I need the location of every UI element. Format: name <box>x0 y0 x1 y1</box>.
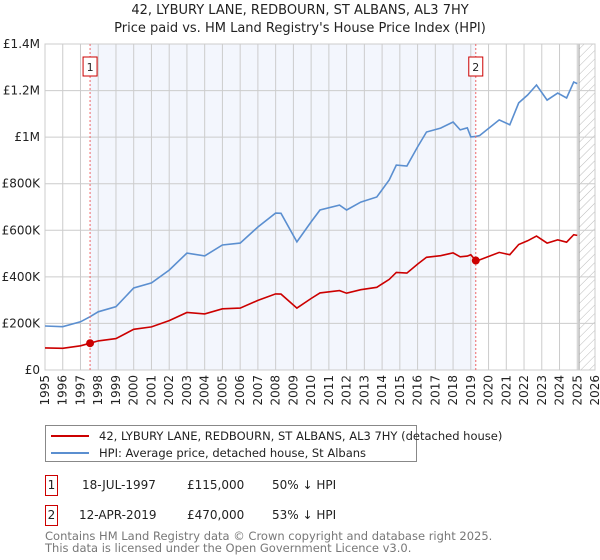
x-tick-label: 2015 <box>393 375 407 406</box>
sale-point <box>471 256 480 265</box>
transaction-price: £115,000 <box>187 478 245 492</box>
transaction-marker: 1 <box>45 475 58 496</box>
chart-title: 42, LYBURY LANE, REDBOURN, ST ALBANS, AL… <box>131 3 469 18</box>
transaction-date: 18-JUL-1997 <box>82 478 156 492</box>
transaction-price: £470,000 <box>187 508 245 522</box>
x-tick-label: 2000 <box>127 375 141 406</box>
x-tick-label: 2007 <box>251 375 265 406</box>
x-tick-label: 2006 <box>233 375 247 406</box>
price-paid-line <box>44 233 578 350</box>
chart-subtitle: Price paid vs. HM Land Registry's House … <box>114 21 486 36</box>
future-hatch-area <box>579 44 595 370</box>
sale-label: 1 <box>87 61 94 74</box>
sale-label: 2 <box>472 61 479 74</box>
legend-item-price-paid: 42, LYBURY LANE, REDBOURN, ST ALBANS, AL… <box>51 428 502 444</box>
y-tick-label: £200K <box>2 316 42 330</box>
transaction-marker: 2 <box>45 505 58 526</box>
legend-item-hpi: HPI: Average price, detached house, St A… <box>51 445 366 461</box>
x-tick-label: 2013 <box>357 375 371 406</box>
sale-label-box <box>468 56 484 77</box>
x-tick-label: 2026 <box>588 375 600 406</box>
x-tick-label: 2002 <box>162 375 176 406</box>
x-tick-label: 2023 <box>535 375 549 406</box>
x-tick-label: 2019 <box>464 375 478 406</box>
transaction-date: 12-APR-2019 <box>79 508 157 522</box>
transaction-hpi-diff: 53% ↓ HPI <box>272 508 337 522</box>
x-tick-label: 2017 <box>428 375 442 406</box>
x-tick-label: 2016 <box>411 375 425 406</box>
y-tick-label: £1.4M <box>3 37 40 51</box>
ownership-period-shading <box>90 44 476 370</box>
x-tick-label: 2005 <box>215 375 229 406</box>
footer-line: Contains HM Land Registry data © Crown c… <box>45 529 493 543</box>
y-tick-label: £800K <box>2 177 42 191</box>
y-tick-label: £1M <box>14 130 40 144</box>
transaction-hpi-diff: 50% ↓ HPI <box>272 478 337 492</box>
y-tick-label: £0 <box>25 363 40 377</box>
x-tick-label: 2001 <box>144 375 158 406</box>
x-tick-label: 2020 <box>482 375 496 406</box>
legend-label: HPI: Average price, detached house, St A… <box>99 446 367 460</box>
x-tick-label: 1999 <box>109 375 123 406</box>
transaction-row: 1 18-JUL-1997 £115,000 50% ↓ HPI <box>45 475 545 497</box>
chart-legend: 42, LYBURY LANE, REDBOURN, ST ALBANS, AL… <box>45 425 502 462</box>
x-tick-label: 2011 <box>322 375 336 406</box>
blue-line-swatch-icon <box>51 452 89 454</box>
sale-point <box>86 339 95 348</box>
x-tick-label: 1995 <box>38 375 52 406</box>
x-tick-label: 2009 <box>286 375 300 406</box>
x-tick-label: 1997 <box>73 375 87 406</box>
x-tick-label: 1996 <box>56 375 70 406</box>
footer-attribution: Contains HM Land Registry data © Crown c… <box>45 530 492 554</box>
x-tick-label: 2022 <box>517 375 531 406</box>
x-tick-label: 2012 <box>340 375 354 406</box>
hpi-line <box>44 80 578 328</box>
legend-label: 42, LYBURY LANE, REDBOURN, ST ALBANS, AL… <box>99 429 503 443</box>
x-tick-label: 2021 <box>499 375 513 406</box>
y-tick-label: £400K <box>2 270 42 284</box>
red-line-swatch-icon <box>51 435 89 437</box>
x-tick-label: 2025 <box>570 375 584 406</box>
transaction-row: 2 12-APR-2019 £470,000 53% ↓ HPI <box>45 505 545 527</box>
x-tick-label: 2018 <box>446 375 460 406</box>
x-tick-label: 2008 <box>269 375 283 406</box>
x-tick-label: 2010 <box>304 375 318 406</box>
x-tick-label: 2004 <box>198 375 212 406</box>
footer-line: This data is licensed under the Open Gov… <box>45 541 412 555</box>
x-tick-label: 2003 <box>180 375 194 406</box>
x-tick-label: 2014 <box>375 375 389 406</box>
x-tick-label: 1998 <box>91 375 105 406</box>
sale-label-box <box>82 56 98 77</box>
y-tick-label: £1.2M <box>3 84 40 98</box>
x-tick-label: 2024 <box>553 375 567 406</box>
y-tick-label: £600K <box>2 223 42 237</box>
